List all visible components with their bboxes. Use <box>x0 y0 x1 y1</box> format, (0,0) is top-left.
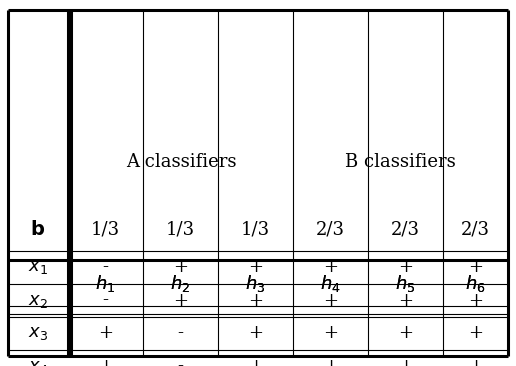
Text: $h_3$: $h_3$ <box>245 273 266 294</box>
Text: 2/3: 2/3 <box>316 220 345 239</box>
Text: +: + <box>98 358 113 366</box>
Text: $h_6$: $h_6$ <box>465 273 486 294</box>
Text: +: + <box>468 258 483 276</box>
Text: $h_1$: $h_1$ <box>95 273 116 294</box>
Text: +: + <box>98 325 113 343</box>
Text: +: + <box>398 258 413 276</box>
Text: $h_4$: $h_4$ <box>320 273 341 294</box>
Text: $h_3$: $h_3$ <box>245 273 266 294</box>
Text: $h_4$: $h_4$ <box>320 273 341 294</box>
Text: +: + <box>468 291 483 310</box>
Text: 1/3: 1/3 <box>91 220 120 239</box>
Text: $h_6$: $h_6$ <box>465 273 486 294</box>
Text: $h_5$: $h_5$ <box>395 273 416 294</box>
Text: +: + <box>398 291 413 310</box>
Text: 2/3: 2/3 <box>461 220 490 239</box>
Text: $\mathbf{b}$: $\mathbf{b}$ <box>30 220 45 239</box>
Text: $h_2$: $h_2$ <box>170 273 190 294</box>
Text: -: - <box>178 358 184 366</box>
Text: $h_1$: $h_1$ <box>95 273 116 294</box>
Text: +: + <box>323 291 338 310</box>
Text: A classifiers: A classifiers <box>126 153 236 171</box>
Text: B classifiers: B classifiers <box>345 153 456 171</box>
Text: $h_5$: $h_5$ <box>395 273 416 294</box>
Text: +: + <box>248 258 263 276</box>
Text: +: + <box>468 325 483 343</box>
Text: +: + <box>173 258 188 276</box>
Text: +: + <box>468 358 483 366</box>
Text: +: + <box>323 358 338 366</box>
Text: +: + <box>248 325 263 343</box>
Text: -: - <box>103 291 108 310</box>
Text: $x_1$: $x_1$ <box>28 258 48 276</box>
Text: $x_2$: $x_2$ <box>28 291 48 310</box>
Text: +: + <box>248 358 263 366</box>
Text: -: - <box>103 258 108 276</box>
Text: $x_4$: $x_4$ <box>28 358 48 366</box>
Text: 1/3: 1/3 <box>166 220 195 239</box>
Text: $h_2$: $h_2$ <box>170 273 190 294</box>
Text: +: + <box>398 325 413 343</box>
Text: $x_3$: $x_3$ <box>28 325 48 343</box>
Text: +: + <box>248 291 263 310</box>
Text: -: - <box>178 325 184 343</box>
Text: 2/3: 2/3 <box>391 220 420 239</box>
Text: +: + <box>398 358 413 366</box>
Text: +: + <box>173 291 188 310</box>
Text: 1/3: 1/3 <box>241 220 270 239</box>
Text: +: + <box>323 325 338 343</box>
Text: +: + <box>323 258 338 276</box>
